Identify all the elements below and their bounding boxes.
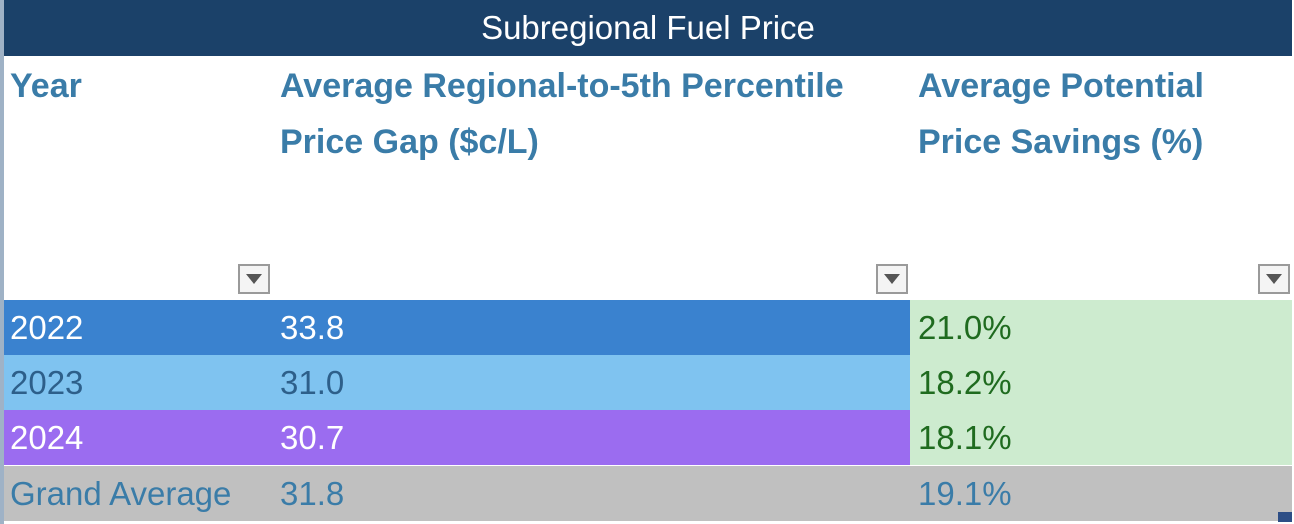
savings-fill bbox=[910, 300, 1292, 355]
filter-dropdown-price-gap[interactable] bbox=[876, 264, 908, 294]
row-fill bbox=[4, 355, 910, 410]
dropdown-filter-icon bbox=[1266, 274, 1282, 284]
cell-total-label[interactable]: Grand Average bbox=[10, 475, 232, 512]
cell-total-price-gap[interactable]: 31.8 bbox=[280, 475, 345, 512]
cell-price-savings[interactable]: 21.0% bbox=[918, 309, 1012, 346]
row-fill bbox=[4, 300, 910, 355]
savings-fill bbox=[910, 410, 1292, 465]
dropdown-filter-icon bbox=[246, 274, 262, 284]
dropdown-filter-icon bbox=[884, 274, 900, 284]
table-total-row: Grand Average 31.8 19.1% bbox=[4, 466, 1292, 521]
savings-fill bbox=[910, 355, 1292, 410]
cell-price-gap[interactable]: 30.7 bbox=[280, 419, 345, 456]
sheet-edge bbox=[0, 0, 4, 524]
table-title: Subregional Fuel Price bbox=[4, 0, 1292, 56]
cell-price-savings[interactable]: 18.1% bbox=[918, 419, 1012, 456]
table-resize-handle[interactable] bbox=[1278, 512, 1292, 522]
row-fill bbox=[4, 410, 910, 465]
cell-price-savings[interactable]: 18.2% bbox=[918, 364, 1012, 401]
filter-dropdown-price-savings[interactable] bbox=[1258, 264, 1290, 294]
cell-year[interactable]: 2023 bbox=[10, 364, 84, 401]
cell-total-price-savings[interactable]: 19.1% bbox=[918, 475, 1012, 512]
cell-year[interactable]: 2022 bbox=[10, 309, 84, 346]
header-price-savings: Average Potential Price Savings (%) bbox=[918, 67, 1204, 161]
header-year: Year bbox=[10, 67, 82, 105]
table-row: 2022 33.8 21.0% bbox=[4, 300, 1292, 355]
table-row: 2024 30.7 18.1% bbox=[4, 410, 1292, 465]
table-row: 2023 31.0 18.2% bbox=[4, 355, 1292, 410]
filter-dropdown-year[interactable] bbox=[238, 264, 270, 294]
row-fill bbox=[4, 466, 1292, 521]
cell-price-gap[interactable]: 33.8 bbox=[280, 309, 345, 346]
cell-year[interactable]: 2024 bbox=[10, 419, 84, 456]
cell-price-gap[interactable]: 31.0 bbox=[280, 364, 345, 401]
header-price-gap: Average Regional-to-5th Percentile Price… bbox=[280, 67, 844, 161]
